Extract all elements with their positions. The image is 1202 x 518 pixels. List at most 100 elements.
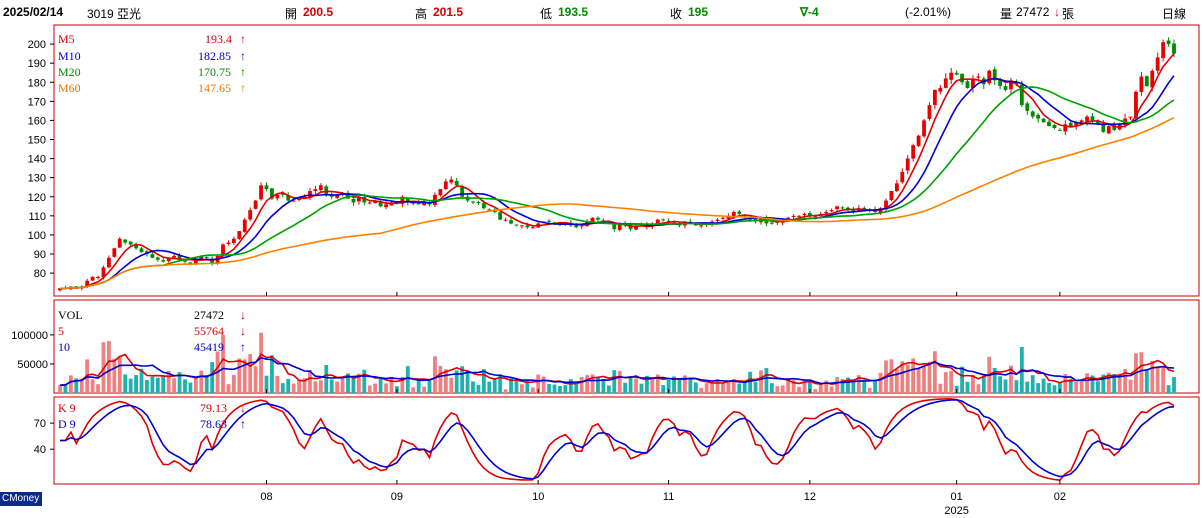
- candle-body: [356, 196, 361, 202]
- volume-bar: [927, 361, 932, 393]
- legend-vol5-arrow: ↓: [240, 324, 246, 338]
- volume-bar: [117, 356, 122, 393]
- volume-bar: [166, 370, 171, 393]
- volume-bar: [172, 378, 177, 393]
- volume-bar: [568, 379, 573, 393]
- candle-body: [335, 194, 340, 198]
- candle-body: [590, 217, 595, 223]
- volume-bar: [63, 384, 68, 393]
- change-percent: (-2.01%): [905, 5, 952, 19]
- candle-body: [1172, 43, 1176, 54]
- volume-bar: [894, 369, 899, 393]
- candle-body: [199, 255, 204, 260]
- candle-body: [481, 203, 486, 209]
- candle-body: [1014, 81, 1019, 85]
- open-label: 開: [285, 7, 298, 21]
- candle-body: [1106, 126, 1111, 134]
- volume-bar: [1003, 379, 1008, 393]
- volume-bar: [878, 372, 883, 393]
- candle-body: [932, 89, 937, 105]
- ma60-line: [60, 116, 1175, 290]
- volume-bar: [655, 374, 660, 393]
- volume-bar: [286, 378, 291, 393]
- candle-body: [487, 209, 492, 211]
- volume-bar: [905, 364, 910, 393]
- volume-bar: [753, 382, 758, 393]
- legend-m10-name: M10: [58, 49, 81, 63]
- volume-bar: [389, 376, 394, 393]
- legend-m20-value: 170.75: [198, 65, 231, 79]
- volume-bar: [835, 376, 839, 393]
- volume-bar: [177, 372, 182, 393]
- volume-bar: [498, 374, 503, 393]
- candle-body: [58, 288, 62, 291]
- candle-body: [378, 201, 383, 207]
- candle-body: [617, 223, 622, 231]
- candle-body: [259, 185, 263, 200]
- volume-bar: [960, 366, 964, 393]
- candle-body: [655, 219, 660, 225]
- volume-bar: [1085, 373, 1089, 393]
- volume-bar: [867, 387, 872, 393]
- volume-bar: [264, 375, 269, 393]
- candle-body: [808, 213, 812, 216]
- candle-body: [416, 202, 421, 205]
- volume-bar: [1150, 360, 1155, 393]
- volume-bar: [128, 378, 133, 393]
- volume-bar: [433, 356, 437, 393]
- volume-bar: [715, 379, 720, 393]
- period-label[interactable]: 日線: [1162, 7, 1187, 21]
- volume-bar: [422, 386, 426, 393]
- volume-bar: [552, 384, 557, 393]
- volume-bar: [1161, 367, 1166, 393]
- volume-bar: [574, 383, 579, 393]
- volume-bar: [547, 384, 551, 393]
- volume-bar: [536, 374, 541, 393]
- volume-bar: [1063, 374, 1068, 393]
- candle-body: [905, 158, 910, 171]
- volume-bar: [188, 382, 193, 393]
- volume-bar: [661, 385, 666, 393]
- volume-bar: [313, 381, 318, 393]
- volume-y-tick-label: 100000: [11, 330, 48, 342]
- candle-body: [889, 191, 894, 200]
- candle-body: [1166, 40, 1171, 45]
- candle-body: [1003, 86, 1008, 90]
- legend-m5-value: 193.4: [205, 32, 232, 46]
- volume-bar: [525, 380, 530, 393]
- volume-bar: [1074, 381, 1079, 393]
- candle-body: [992, 69, 997, 81]
- candle-body: [297, 198, 302, 201]
- volume-bar: [1166, 385, 1171, 393]
- volume-bar: [628, 377, 633, 393]
- candle-body: [139, 248, 144, 253]
- volume-bar: [79, 378, 84, 393]
- candle-body: [851, 209, 856, 213]
- volume-bar: [465, 371, 470, 393]
- price-y-tick-label: 170: [28, 96, 46, 108]
- candle-body: [1150, 70, 1155, 88]
- candle-body: [1096, 121, 1100, 125]
- volume-bar: [318, 380, 323, 393]
- candle-body: [1090, 116, 1095, 121]
- volume-bar: [563, 385, 568, 393]
- candle-body: [525, 225, 530, 228]
- volume-bar: [210, 362, 215, 393]
- candle-body: [1025, 103, 1030, 111]
- legend-d-arrow: ↑: [240, 417, 246, 431]
- candle-body: [911, 145, 916, 159]
- price-y-tick-label: 110: [28, 211, 46, 223]
- month-label: 12: [804, 491, 816, 503]
- volume-bar: [846, 377, 850, 393]
- month-label: 08: [260, 491, 272, 503]
- legend-vol5-name: 5: [58, 324, 64, 338]
- volume-bar: [808, 381, 812, 393]
- candle-body: [161, 260, 166, 262]
- volume-bar: [1144, 368, 1149, 393]
- volume-bar: [356, 373, 361, 393]
- volume-bar: [476, 384, 481, 393]
- volume-bar: [405, 366, 410, 393]
- volume-bar: [791, 380, 796, 393]
- volume-ma10-line: [59, 356, 1175, 386]
